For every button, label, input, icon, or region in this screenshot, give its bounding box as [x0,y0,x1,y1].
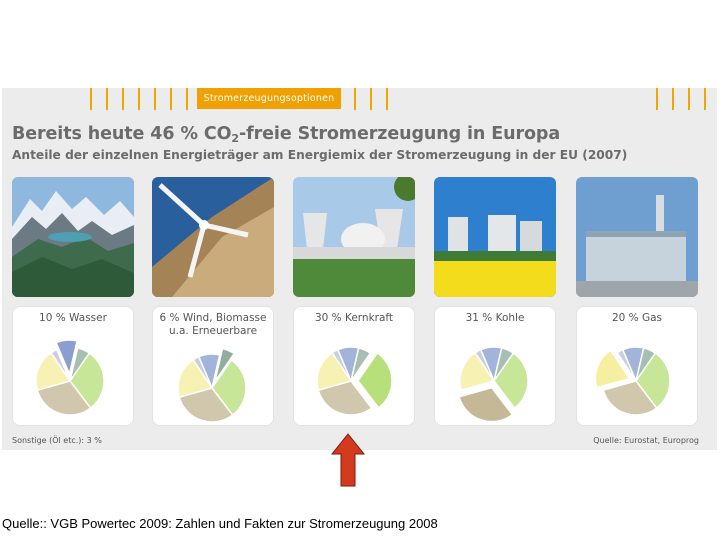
pie-slice-sonstige [616,348,637,382]
pie-slice-sonstige [192,355,213,389]
orange-stripe [122,88,124,110]
pie-slice-kohle [36,380,92,416]
pie-label-wasser: 10 % Wasser [39,312,107,324]
pie-slice-sonstige [331,348,352,382]
slide-title: Bereits heute 46 % CO2-freie Stromerzeug… [12,124,560,145]
pie-chart-wasser [35,339,105,416]
pie-slice-kohle [178,387,234,423]
pie-label-gas: 20 % Gas [611,312,663,324]
pie-slice-kohle [458,386,514,423]
pie-label-wind: 6 % Wind, Biomasse u.a. Erneuerbare [159,312,267,337]
mountain-lake-photo [12,177,134,297]
pie-label-kohle: 31 % Kohle [465,312,525,324]
slide-subtitle: Anteile der einzelnen Energieträger am E… [12,148,628,162]
orange-stripe [106,88,108,110]
orange-stripe [672,88,674,110]
pie-slice-gas [594,349,631,389]
pie-slice-gas [35,351,72,392]
pie-slice-wind [350,346,372,382]
pie-chart-kernkraft [316,346,393,416]
pie-card-gas: 20 % Gas [576,306,698,426]
title-suffix: -freie Stromerzeugung in Europa [238,124,561,144]
pie-slice-kernkraft [69,351,105,410]
pie-slice-wasser [55,339,78,377]
pie-slice-kernkraft [211,358,247,417]
source-caption: Quelle:: VGB Powertec 2009: Zahlen und F… [2,516,438,531]
coal-plant-rapeseed-photo [434,177,556,297]
pie-chart-gas [594,346,671,416]
pie-slice-kohle [602,380,658,416]
title-prefix: Bereits heute 46 % CO [12,124,232,144]
nuclear-plant-photo [293,177,415,297]
orange-stripe [354,88,356,110]
orange-stripe [170,88,172,110]
pie-card-kohle: 31 % Kohle [434,306,556,426]
pie-slice-gas [177,358,214,399]
pie-slice-sonstige [474,348,495,382]
pie-card-wasser: 10 % Wasser [12,306,134,426]
pie-slice-kohle [317,380,373,416]
orange-stripe [90,88,92,110]
orange-stripe [688,88,690,110]
orange-stripe [386,88,388,110]
note-sonstige: Sonstige (Öl etc.): 3 % [12,436,102,445]
pie-chart-wind [177,347,247,423]
orange-stripe [186,88,188,110]
pie-slice-kernkraft [493,351,529,410]
pie-card-kernkraft: 30 % Kernkraft [293,306,415,426]
pie-slice-gas [316,351,353,392]
pie-slice-wind [214,347,236,383]
gas-plant-photo [576,177,698,297]
pie-label-kernkraft: 30 % Kernkraft [314,312,394,324]
note-source: Quelle: Eurostat, Europrog [593,436,699,445]
pie-slice-kernkraft [357,351,393,409]
pie-slice-kernkraft [635,351,671,410]
pie-card-wind: 6 % Wind, Biomasse u.a. Erneuerbare [152,306,274,426]
pie-slice-gas [459,351,496,392]
pie-chart-kohle [458,346,529,423]
title-subscript: 2 [231,132,239,145]
up-arrow-icon [330,433,366,487]
orange-stripe [704,88,706,110]
wind-turbine-photo [152,177,274,297]
orange-stripe [370,88,372,110]
slide-image: Stromerzeugungsoptionen Bereits heute 46… [2,88,717,450]
orange-stripe [656,88,658,110]
section-tab: Stromerzeugungsoptionen [197,88,341,109]
orange-stripe [154,88,156,110]
pie-slice-sonstige [50,348,71,382]
orange-stripe [138,88,140,110]
